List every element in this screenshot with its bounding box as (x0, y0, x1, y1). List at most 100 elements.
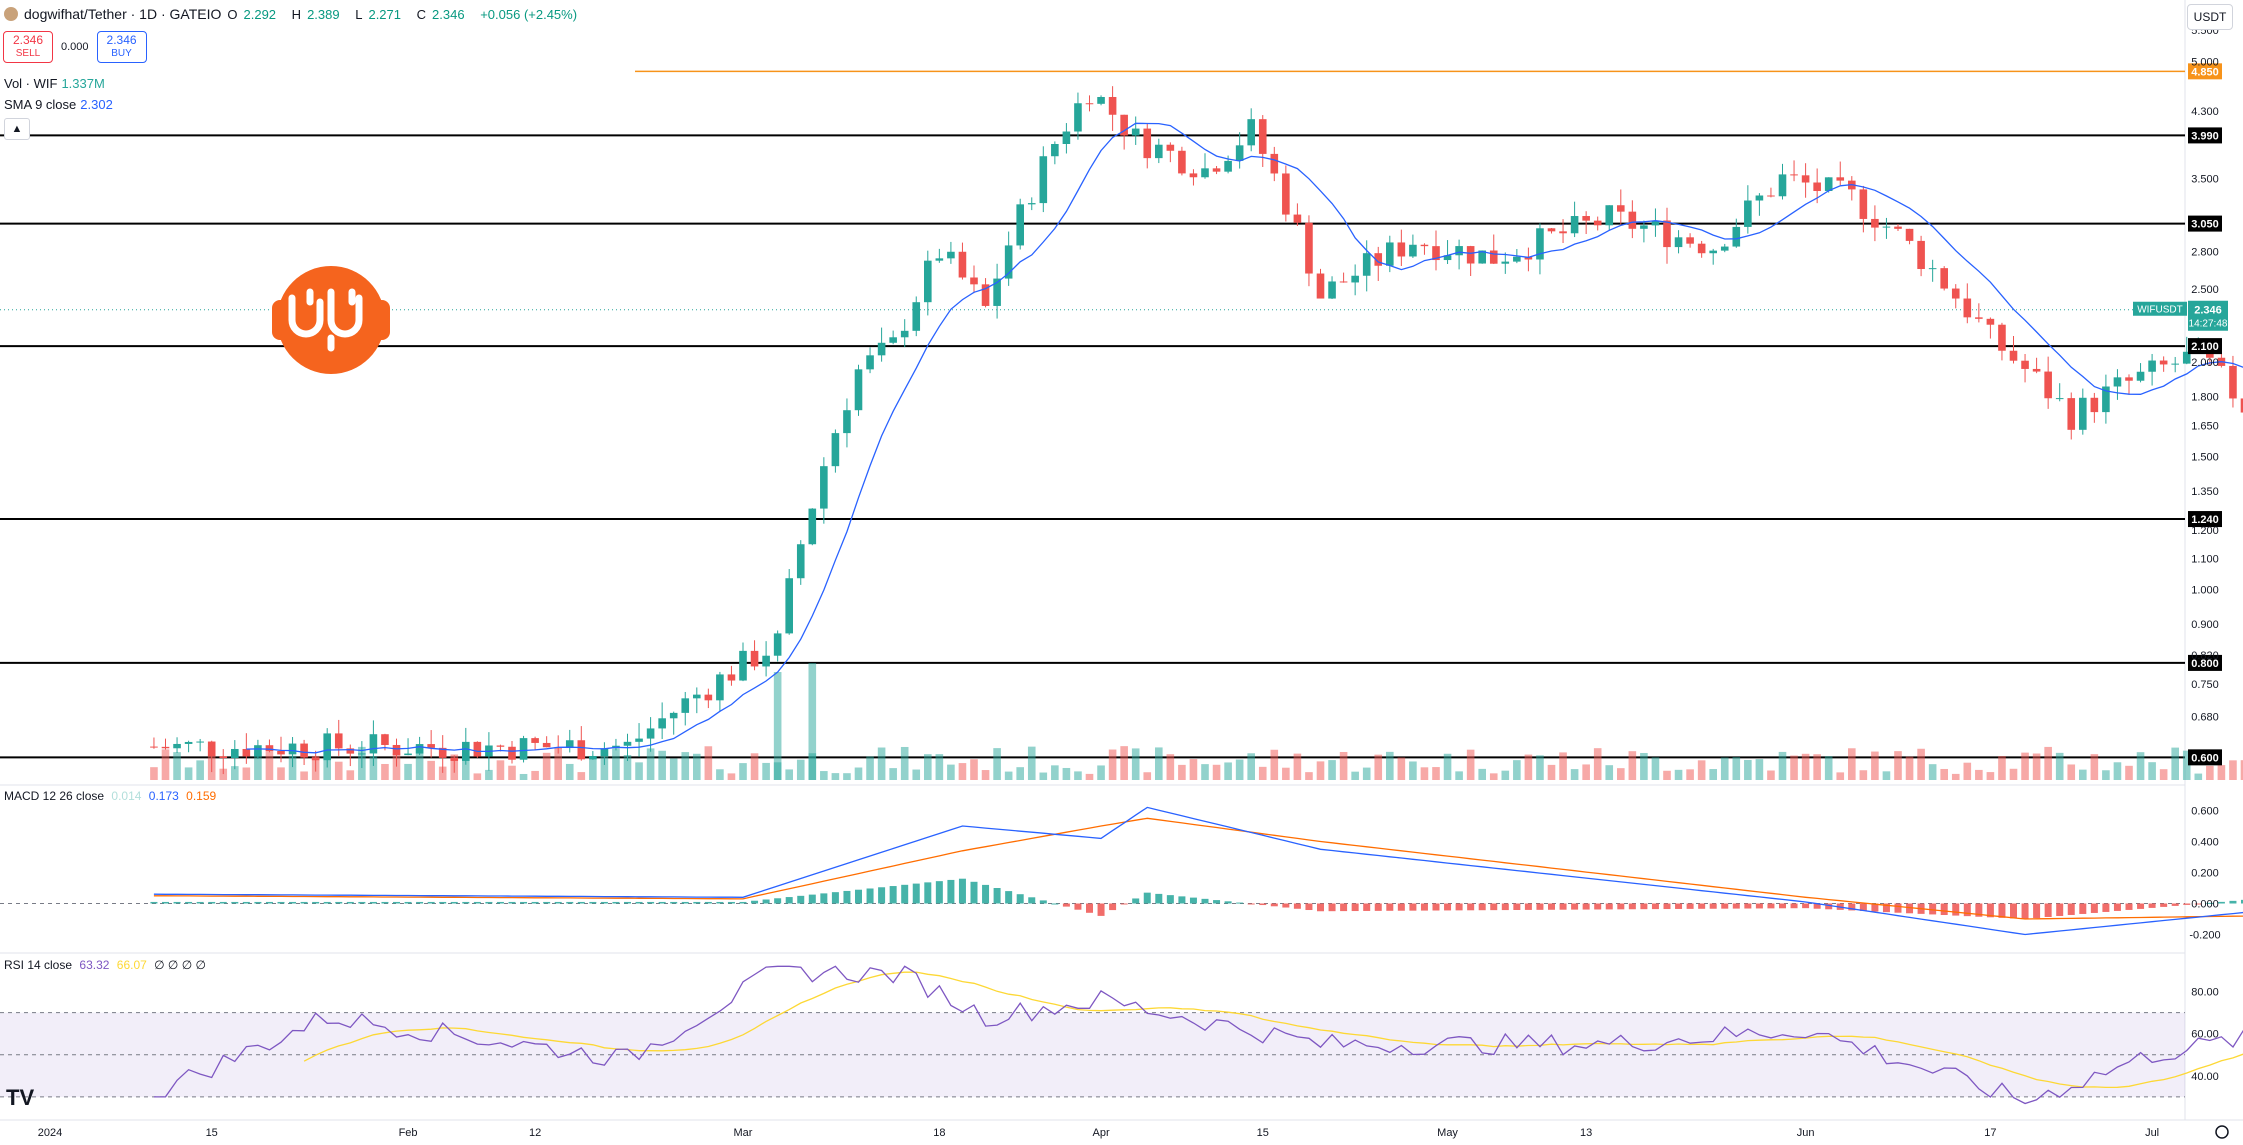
volume-bar (1443, 753, 1452, 780)
volume-bar (912, 769, 921, 780)
volume-bar (485, 769, 493, 780)
coin-icon (4, 7, 18, 21)
currency-button[interactable]: USDT (2187, 4, 2233, 30)
volume-bar (265, 748, 274, 780)
macd-legend[interactable]: MACD 12 26 close 0.014 0.173 0.159 (4, 789, 217, 803)
candle-body (1432, 246, 1440, 261)
candle-body (1790, 174, 1798, 176)
macd-histogram-bar (508, 901, 516, 904)
macd-histogram-bar (1536, 903, 1544, 910)
price-tick: 1.500 (2191, 452, 2219, 464)
volume-bar (1351, 771, 1359, 780)
rsi-legend[interactable]: RSI 14 close 63.32 66.07 ∅ ∅ ∅ ∅ (4, 958, 206, 972)
sma-legend[interactable]: SMA 9 close 2.302 (4, 97, 113, 112)
ohlc-open: O 2.292 (227, 6, 277, 22)
level-tag (2188, 63, 2222, 80)
macd-histogram-bar (450, 901, 458, 904)
volume-bar (1189, 759, 1198, 780)
sell-button[interactable]: 2.346 SELL (3, 31, 53, 63)
candle-body (1513, 256, 1521, 262)
buy-button[interactable]: 2.346 BUY (96, 31, 147, 63)
horizontal-levels[interactable] (0, 70, 2185, 759)
volume-bar (716, 769, 724, 780)
candle-body (785, 578, 793, 634)
volume-bar (1155, 747, 1163, 780)
symbol-title[interactable]: dogwifhat/Tether · 1D · GATEIO (24, 6, 222, 22)
price-tick: 0.820 (2191, 650, 2219, 662)
macd-histogram-bar (416, 901, 424, 904)
volume-bar (1293, 753, 1302, 780)
chevron-up-icon[interactable]: ▲ (4, 118, 30, 140)
candle-body (1039, 156, 1048, 204)
price-axis[interactable]: 4.8503.9903.0502.1001.2400.8000.6005.500… (2133, 25, 2228, 1083)
candle-body (1004, 245, 1013, 279)
volume-bar (1951, 773, 1960, 780)
volume-bar (196, 760, 204, 780)
volume-bar (1212, 764, 1221, 780)
time-tick: Jul (2145, 1127, 2159, 1139)
macd-histogram-bar (1998, 903, 2006, 918)
macd-histogram-bar (1975, 903, 1983, 917)
macd-histogram-bar (1490, 903, 1498, 911)
level-tag-text: 4.850 (2191, 66, 2219, 78)
volume-legend[interactable]: Vol · WIF 1.337M (4, 76, 105, 91)
sma-path (246, 122, 2243, 754)
macd-histogram-bar (381, 901, 389, 904)
price-tick: 1.100 (2191, 553, 2219, 565)
macd-histogram-bar (173, 901, 181, 904)
candle-body (531, 738, 539, 743)
macd-tick: 0.600 (2191, 806, 2219, 818)
level-tag (2188, 338, 2222, 355)
volume-bar (219, 768, 228, 780)
volume-bar (1386, 751, 1394, 780)
volume-bar (1027, 746, 1036, 780)
candle-body (334, 733, 343, 749)
time-axis[interactable]: 202415Feb12Mar18Apr15May13Jun17Jul15Aug1… (38, 1125, 2243, 1139)
volume-bar (254, 752, 262, 780)
time-tick: 15 (206, 1127, 218, 1139)
volume-bar (866, 756, 874, 780)
macd-histogram-bar (1790, 903, 1798, 909)
macd-histogram-bar (1582, 903, 1590, 910)
volume-bar (2229, 760, 2237, 780)
candle-body (1489, 250, 1498, 264)
candle-body (300, 743, 308, 758)
volume-bar (1732, 757, 1741, 780)
candle-body (1836, 177, 1845, 181)
volume-bar (1536, 755, 1544, 780)
macd-histogram-bar (901, 884, 909, 904)
macd-histogram-bar (2079, 903, 2087, 914)
volume-bar (623, 755, 632, 780)
candle-body (1570, 216, 1579, 234)
volume-bar (889, 768, 897, 780)
volume-bars (150, 663, 2243, 780)
macd-histogram-bar (1732, 903, 1740, 909)
macd-histogram-bar (577, 901, 585, 904)
macd-histogram-bar (300, 901, 308, 904)
macd-histogram-bar (2113, 903, 2121, 911)
volume-bar (323, 760, 331, 780)
macd-histogram-bar (1224, 901, 1232, 904)
macd-histogram-bar (1882, 903, 1890, 913)
price-tick: 0.900 (2191, 619, 2219, 631)
candle-body (773, 633, 782, 656)
macd-histogram-bar (1305, 903, 1313, 911)
candle-body (496, 745, 505, 747)
volume-bar (612, 748, 620, 780)
volume-bar (1085, 773, 1094, 780)
volume-bar (438, 766, 447, 780)
candle-body (242, 748, 251, 757)
macd-histogram-bar (1166, 895, 1174, 904)
macd-histogram-bar (1755, 903, 1763, 909)
macd-histogram-bar (1051, 903, 1059, 905)
volume-bar (1339, 751, 1348, 780)
price-tick: 2.800 (2191, 247, 2219, 259)
volume-bar (346, 770, 355, 780)
macd-histogram-bar (1386, 903, 1394, 911)
macd-histogram-bar (1848, 903, 1856, 911)
time-tick: 17 (1984, 1127, 1996, 1139)
candle-body (2021, 360, 2029, 369)
macd-histogram-bar (1062, 903, 1070, 907)
macd-histogram-bar (496, 901, 504, 904)
